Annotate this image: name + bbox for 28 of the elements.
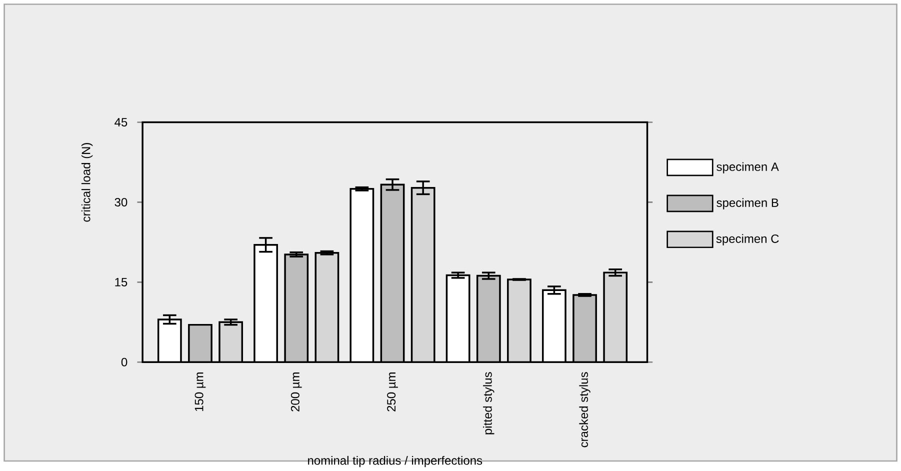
bar: [316, 252, 338, 362]
bar: [508, 279, 531, 362]
bar: [572, 294, 597, 362]
x-tick-label: pitted stylus: [483, 372, 494, 434]
legend-label: specimen A: [716, 162, 779, 174]
legend-label: specimen C: [716, 234, 779, 246]
x-tick-label: 250 µm: [387, 372, 398, 412]
bar: [412, 188, 434, 362]
y-tick-label: 30: [114, 198, 128, 206]
y-tick-label: 45: [114, 118, 128, 126]
bar: [285, 254, 308, 362]
bar: [158, 319, 181, 362]
x-tick-label: cracked stylus: [579, 372, 590, 448]
bar: [350, 188, 374, 362]
bar: [477, 276, 500, 362]
x-tick-label: 200 µm: [290, 372, 302, 412]
y-tick-label: 15: [115, 278, 128, 286]
x-axis-title: nominal tip radius / imperfections: [308, 456, 482, 468]
y-tick-label: 0: [121, 358, 128, 366]
bar: [446, 275, 470, 362]
bar: [603, 272, 628, 362]
bar: [219, 322, 242, 362]
bar: [254, 244, 278, 362]
bar: [381, 184, 404, 362]
x-tick-label: 150 µm: [194, 372, 206, 411]
y-axis-title: critical load (N): [81, 142, 93, 222]
bar: [542, 289, 566, 362]
legend-label: specimen B: [716, 198, 778, 210]
